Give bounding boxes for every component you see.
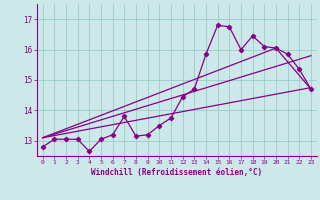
X-axis label: Windchill (Refroidissement éolien,°C): Windchill (Refroidissement éolien,°C): [91, 168, 262, 177]
